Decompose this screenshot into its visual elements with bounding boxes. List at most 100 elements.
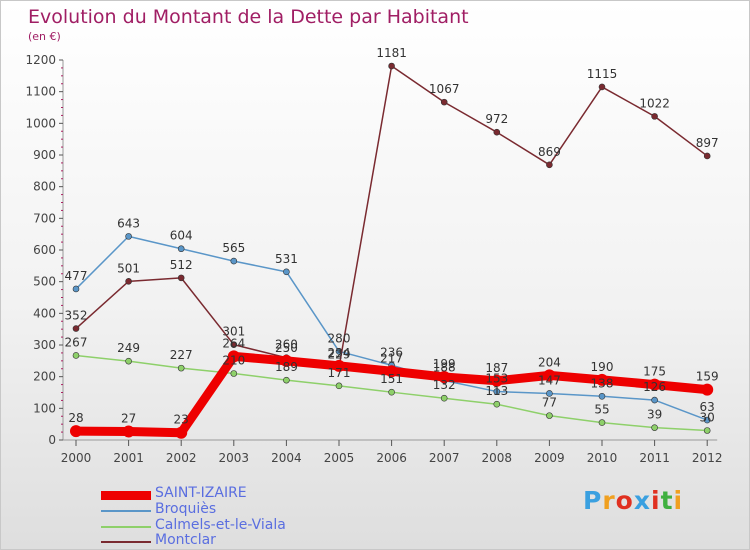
data-point: [230, 257, 238, 265]
legend-label: Calmels-et-le-Viala: [155, 517, 286, 533]
data-point: [651, 113, 658, 120]
data-label: 210: [222, 354, 245, 368]
y-tick-label: 200: [33, 370, 56, 384]
data-point: [651, 396, 658, 404]
x-tick-label: 2005: [324, 451, 355, 465]
data-point: [125, 357, 132, 365]
data-label: 352: [65, 309, 88, 323]
data-point: [493, 400, 501, 408]
y-tick-label: 100: [33, 401, 56, 415]
y-tick-label: 300: [33, 338, 56, 352]
data-label: 132: [433, 378, 456, 392]
legend-swatch: [101, 510, 151, 512]
legend-label: Montclar: [155, 532, 216, 548]
data-point: [703, 427, 711, 434]
data-point: [227, 350, 240, 363]
data-label: 604: [170, 229, 193, 243]
x-tick-label: 2009: [534, 451, 565, 465]
legend-swatch: [101, 526, 151, 528]
y-tick-label: 700: [33, 211, 56, 225]
data-point: [333, 359, 345, 372]
data-point: [388, 62, 395, 70]
data-label: 63: [700, 400, 715, 414]
data-point: [388, 388, 395, 396]
y-tick-label: 1200: [25, 53, 56, 67]
data-label: 151: [380, 372, 403, 386]
chart-unit-label: (en €): [28, 30, 61, 43]
data-point: [280, 354, 293, 367]
data-label: 301: [222, 325, 245, 339]
y-tick-label: 1100: [25, 85, 56, 99]
series-line-montclar: [75, 65, 708, 369]
data-label: 236: [380, 345, 403, 359]
data-point: [546, 412, 553, 419]
data-point: [596, 373, 608, 386]
x-tick-label: 2000: [61, 451, 92, 465]
data-label: 188: [433, 360, 456, 374]
y-tick-label: 0: [48, 433, 56, 447]
data-point: [177, 245, 185, 253]
y-tick-label: 900: [33, 148, 56, 162]
data-point: [122, 425, 135, 438]
proxiti-logo: Proxiti: [583, 486, 684, 515]
x-tick-label: 2007: [429, 451, 460, 465]
data-label: 643: [117, 216, 140, 230]
data-label: 234: [328, 346, 351, 360]
data-label: 153: [485, 372, 508, 386]
data-point: [651, 424, 658, 431]
legend-swatch: [101, 491, 151, 500]
data-label: 501: [117, 261, 140, 275]
x-tick-label: 2001: [113, 451, 144, 465]
x-tick-label: 2003: [219, 451, 250, 465]
data-point: [701, 383, 714, 396]
data-label: 138: [591, 376, 614, 390]
x-tick-label: 2008: [482, 451, 513, 465]
y-tick-label: 500: [33, 275, 56, 289]
data-label: 477: [65, 269, 88, 283]
data-point: [546, 390, 553, 397]
x-tick-label: 2002: [166, 451, 197, 465]
data-point: [125, 233, 132, 240]
data-label: 264: [222, 336, 245, 350]
data-label: 126: [643, 380, 666, 394]
data-point: [230, 341, 238, 348]
x-tick-label: 2004: [271, 451, 302, 465]
data-label: 189: [275, 360, 298, 374]
data-label: 28: [68, 411, 83, 425]
data-point: [283, 376, 290, 384]
x-tick-label: 2012: [692, 451, 723, 465]
data-point: [72, 285, 80, 293]
data-point: [385, 365, 398, 378]
data-label: 1067: [429, 82, 460, 96]
data-point: [598, 392, 606, 400]
data-point: [177, 274, 185, 282]
data-point: [598, 419, 606, 426]
data-point: [598, 83, 606, 91]
data-point: [125, 278, 132, 285]
data-label: 260: [275, 338, 298, 352]
data-point: [440, 394, 448, 402]
data-label: 280: [328, 331, 351, 345]
data-point: [438, 370, 451, 383]
data-point: [175, 426, 188, 439]
y-tick-label: 800: [33, 180, 56, 194]
y-tick-label: 1000: [25, 116, 56, 130]
data-label: 217: [380, 351, 403, 365]
data-label: 267: [65, 335, 88, 349]
data-point: [440, 98, 448, 106]
data-point: [283, 268, 290, 276]
y-tick-label: 600: [33, 243, 56, 257]
data-label: 512: [170, 258, 193, 272]
data-point: [648, 378, 661, 391]
data-point: [335, 382, 343, 390]
data-label: 565: [222, 241, 245, 255]
data-point: [72, 325, 80, 332]
data-label: 159: [696, 370, 719, 384]
chart-title: Evolution du Montant de la Dette par Hab…: [28, 6, 469, 28]
data-label: 187: [485, 361, 508, 375]
data-point: [490, 374, 503, 387]
data-label: 897: [696, 136, 719, 150]
data-label: 55: [594, 403, 609, 417]
